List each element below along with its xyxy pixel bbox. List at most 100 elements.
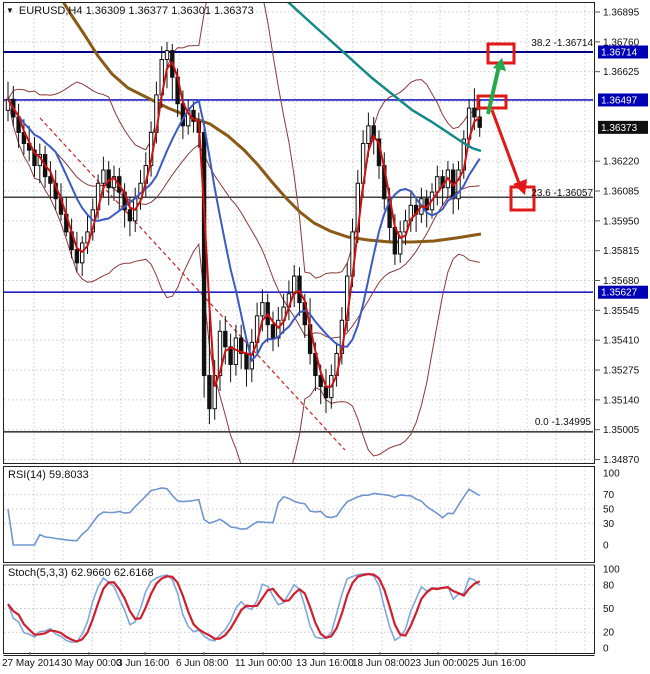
- price-badge-label: 1.36714: [601, 48, 638, 59]
- candle-body: [270, 324, 276, 339]
- candle-body: [74, 249, 80, 264]
- price-axis-label: 1.36085: [603, 187, 640, 198]
- candle-body: [207, 375, 212, 410]
- candle-body: [456, 169, 461, 200]
- stoch-panel-layer: [4, 564, 593, 653]
- ma-slow-blue[interactable]: [7, 98, 481, 363]
- candle-body: [371, 125, 376, 140]
- price-badge-label: 1.36373: [601, 123, 638, 134]
- candle-body: [201, 131, 207, 377]
- price-axis-label: 1.35545: [603, 306, 640, 317]
- price-badge: [598, 45, 648, 59]
- time-axis[interactable]: 27 May 2014 30 May 00:003 Jun 16:00 6 Jun …: [2, 652, 526, 669]
- candle-body: [323, 386, 329, 399]
- indicator-axis[interactable]: 100 70 50 30 0 100 80 50 20 0: [603, 469, 620, 655]
- candle-body: [472, 107, 477, 118]
- time-axis-label: 25 Jun 16:00: [468, 658, 526, 669]
- red-down-arrow[interactable]: [490, 109, 521, 184]
- symbol-label: EURUSD,H4: [18, 5, 83, 17]
- price-axis-label: 1.35680: [603, 276, 640, 287]
- rsi-axis-label: 70: [603, 490, 615, 501]
- candle-body: [32, 149, 37, 167]
- stoch-d-line[interactable]: [7, 572, 481, 643]
- bollinger-lower-band[interactable]: [7, 99, 480, 506]
- price-axis-label: 1.35140: [603, 395, 640, 406]
- candle-body: [403, 220, 408, 233]
- stoch-axis-label: 50: [603, 604, 615, 615]
- stoch-panel-border: [3, 564, 595, 654]
- candle-body: [164, 50, 170, 61]
- ma-100-teal[interactable]: [287, 2, 482, 153]
- rsi-panel-border: [3, 466, 595, 563]
- bollinger-middle-band[interactable]: [7, 99, 480, 339]
- rsi-axis-label: 50: [603, 505, 615, 516]
- main-chart-layer: [4, 0, 593, 506]
- time-axis-label: 3 Jun 16:00: [117, 658, 170, 669]
- ma-200-brown[interactable]: [61, 0, 482, 244]
- price-axis-label: 1.35815: [603, 246, 640, 257]
- red-arrowhead[interactable]: [513, 179, 527, 195]
- time-axis-label: 6 Jun 08:00: [176, 658, 229, 669]
- time-axis-label: 11 Jun 00:00: [235, 658, 293, 669]
- bollinger-upper-band[interactable]: [7, 0, 480, 279]
- rsi-indicator-label: RSI(14) 59.8033: [8, 469, 89, 481]
- candle-body: [477, 116, 482, 128]
- candle-body: [260, 302, 265, 317]
- price-badge-label: 1.36497: [601, 95, 638, 106]
- price-axis-label: 1.35410: [603, 336, 640, 347]
- annotations-layer: [476, 42, 536, 212]
- ohlc-readout: 1.36309 1.36377 1.36301 1.36373: [85, 5, 254, 17]
- ma-fast-red[interactable]: [7, 60, 481, 388]
- price-axis-label: 1.35950: [603, 216, 640, 227]
- chart-title: ▼ EURUSD,H4 1.36309 1.36377 1.36301 1.363…: [6, 5, 254, 17]
- time-axis-label: 18 Jun 08:00: [352, 658, 410, 669]
- candle-body: [366, 125, 371, 144]
- price-axis-label: 1.36220: [603, 157, 640, 168]
- stoch-indicator-label: Stoch(5,3,3) 62.9660 62.6168: [8, 567, 154, 579]
- price-axis-label: 1.36760: [603, 37, 640, 48]
- stoch-axis-label: 20: [603, 628, 615, 639]
- price-badge: [598, 93, 648, 107]
- fib-0-label: 0.0 -1.34995: [534, 417, 591, 428]
- descending-trendline[interactable]: [39, 117, 346, 451]
- candle-body: [101, 169, 106, 184]
- candle-body: [48, 176, 53, 184]
- candle-body: [5, 98, 11, 111]
- time-axis-label: 27 May 2014: [2, 658, 60, 669]
- rsi-axis-label: 0: [603, 541, 609, 552]
- price-badge: [598, 285, 648, 299]
- price-badge-label: 1.35627: [601, 288, 638, 299]
- time-axis-label: 30 May 00:00: [61, 658, 122, 669]
- candle-body: [239, 337, 244, 354]
- candle-body: [127, 209, 133, 222]
- price-badge: [598, 120, 648, 134]
- fib-382-label: 38.2 -1.36714: [531, 38, 593, 49]
- candle-body: [223, 330, 228, 348]
- price-axis-label: 1.36625: [603, 67, 640, 78]
- price-axis-label: 1.34870: [603, 455, 640, 466]
- time-axis-label: 13 Jun 16:00: [296, 658, 354, 669]
- fib-236-label: 23.6 -1.36057: [531, 188, 593, 199]
- candle-body: [398, 231, 403, 255]
- main-panel-border: [3, 2, 595, 464]
- stoch-axis-label: 80: [603, 580, 615, 591]
- rsi-line[interactable]: [7, 487, 481, 546]
- price-axis-label: 1.35275: [603, 366, 640, 377]
- candle-body: [217, 330, 223, 377]
- green-arrowhead[interactable]: [493, 58, 506, 71]
- candle-body: [297, 275, 302, 304]
- rsi-panel-layer: [4, 466, 593, 562]
- time-axis-label: 23 Jun 00:00: [410, 658, 468, 669]
- candle-body: [244, 352, 249, 370]
- stoch-axis-label: 100: [603, 565, 620, 576]
- rsi-axis-label: 30: [603, 519, 615, 530]
- stoch-axis-label: 0: [603, 644, 609, 655]
- symbol-dropdown-icon[interactable]: ▼: [6, 6, 14, 15]
- price-axis-label: 1.36895: [603, 8, 640, 19]
- candle-body: [318, 375, 323, 388]
- green-up-arrow[interactable]: [486, 65, 501, 115]
- price-axis-label: 1.35005: [603, 425, 640, 436]
- price-axis[interactable]: 1.36895 1.36760 1.36625 1.36220 1.36085 1.359…: [594, 8, 648, 467]
